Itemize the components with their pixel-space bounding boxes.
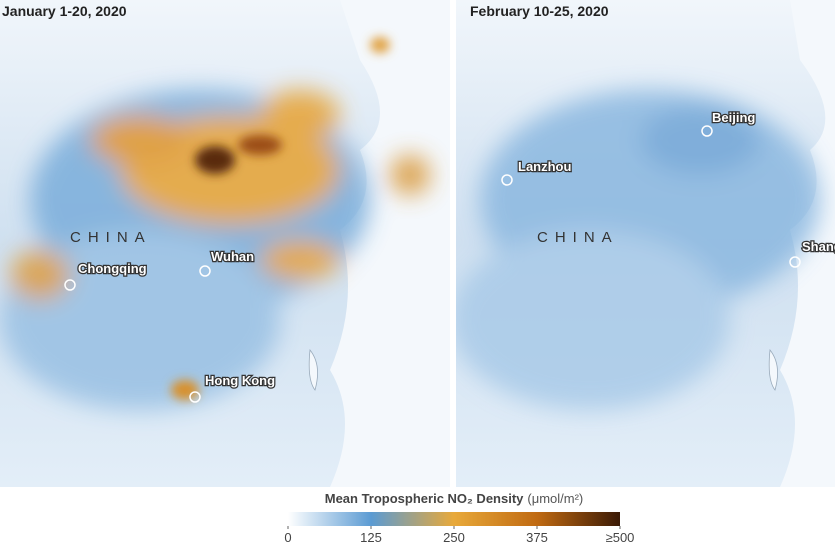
city-label: Beijing xyxy=(712,110,755,125)
city-label: Lanzhou xyxy=(518,159,571,174)
colorbar xyxy=(288,512,620,526)
city-label: Wuhan xyxy=(211,249,254,264)
colorbar-tick-label: 0 xyxy=(284,530,291,545)
colorbar-tick-label: 250 xyxy=(443,530,465,545)
right-map xyxy=(456,0,835,487)
colorbar-tick-label: 375 xyxy=(526,530,548,545)
colorbar-tick-label: ≥500 xyxy=(606,530,635,545)
left-map xyxy=(0,0,450,487)
legend-unit: (μmol/m²) xyxy=(527,491,583,506)
legend-title: Mean Tropospheric NO₂ Density (μmol/m²) xyxy=(325,491,584,506)
country-label: CHINA xyxy=(537,229,619,246)
city-marker xyxy=(64,279,76,291)
panel-labels: February 10-25, 2020 CHINA Lanzhou Beijing S… xyxy=(470,3,835,268)
country-label: CHINA xyxy=(70,229,152,246)
panel-title: January 1-20, 2020 xyxy=(2,3,127,19)
city-marker xyxy=(199,265,211,277)
city-marker xyxy=(789,256,801,268)
city-label: Chongqing xyxy=(78,261,147,276)
city-marker xyxy=(501,174,513,186)
city-marker xyxy=(701,125,713,137)
city-label: Hong Kong xyxy=(205,373,275,388)
colorbar-tick-label: 125 xyxy=(360,530,382,545)
panel-labels: January 1-20, 2020 CHINA Chongqing Wuhan Hon… xyxy=(2,3,276,403)
city-marker xyxy=(189,391,201,403)
legend-title-text: Mean Tropospheric NO₂ Density xyxy=(325,491,524,506)
panel-title: February 10-25, 2020 xyxy=(470,3,609,19)
city-label: Shanghai xyxy=(802,239,835,254)
